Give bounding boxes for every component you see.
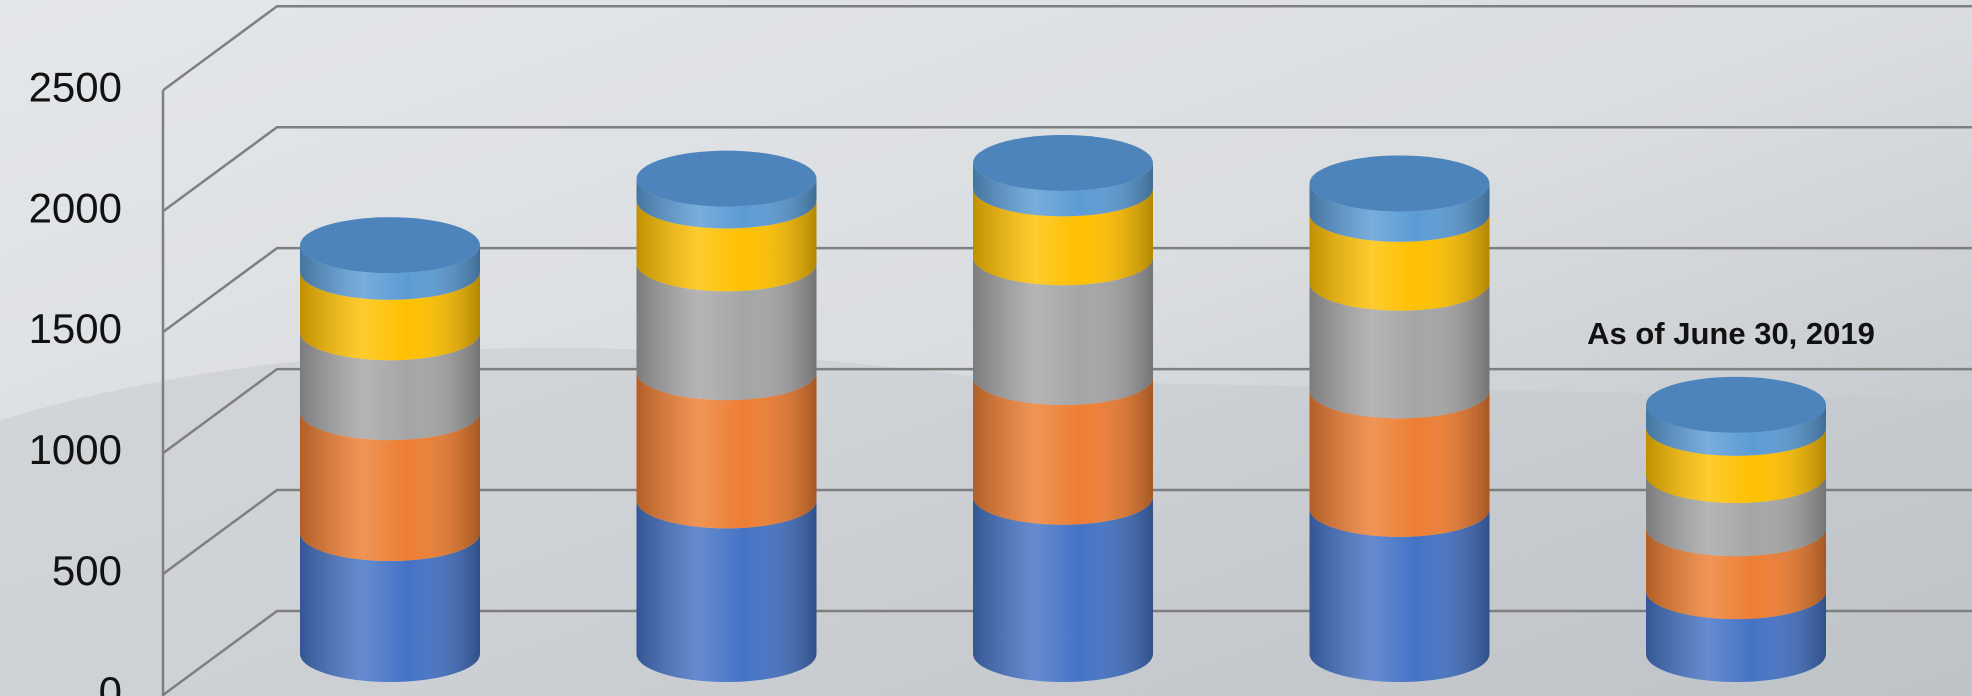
segment-shade xyxy=(1309,282,1490,419)
segment-shade xyxy=(300,533,480,682)
annotation: As of June 30, 2019 xyxy=(1587,316,1875,351)
segment-shade xyxy=(1646,427,1826,503)
y-tick-label: 0 xyxy=(99,668,122,696)
segment-shade xyxy=(1309,213,1490,311)
segment-shade xyxy=(1646,474,1826,557)
segment-shade xyxy=(1646,404,1826,456)
cylinder-top-shade xyxy=(1309,155,1490,212)
segment-shade xyxy=(1646,591,1826,682)
cylinder-top xyxy=(1309,155,1490,212)
y-tick-label: 1000 xyxy=(29,426,122,473)
cylinder-top-shade xyxy=(636,150,817,207)
segment-shade xyxy=(973,496,1153,682)
segment-shade xyxy=(636,200,817,292)
segment-shade xyxy=(1309,390,1490,537)
segment-shade xyxy=(1646,528,1826,620)
grid-line xyxy=(162,5,1972,92)
segment-shade xyxy=(973,377,1153,525)
segment-shade xyxy=(300,245,480,300)
segment-shade xyxy=(1309,508,1490,682)
y-tick-label: 2000 xyxy=(29,184,122,231)
cylinder-top-shade xyxy=(1646,376,1826,433)
segment-shade xyxy=(973,162,1153,217)
segment-shade xyxy=(636,178,817,229)
segment-shade xyxy=(973,188,1153,286)
segment-shade xyxy=(300,271,480,361)
y-tick-label: 1500 xyxy=(29,305,122,352)
segment-shade xyxy=(636,500,817,682)
segment-shade xyxy=(636,263,817,401)
segment-shade xyxy=(1309,183,1490,242)
segment-shade xyxy=(300,332,480,441)
segment-shade xyxy=(973,257,1153,406)
grid-line xyxy=(162,125,1972,213)
y-tick-label: 500 xyxy=(52,547,122,594)
y-tick-label: 2500 xyxy=(29,63,122,110)
cylinder-top xyxy=(636,150,817,207)
segment-shade xyxy=(636,372,817,529)
cylinder-top-shade xyxy=(973,134,1153,191)
cylinder-top-shade xyxy=(300,217,480,274)
segment-shade xyxy=(300,412,480,562)
cylinder-top xyxy=(300,217,480,274)
cylinder-top xyxy=(973,134,1153,191)
cylinder-top xyxy=(1646,376,1826,433)
